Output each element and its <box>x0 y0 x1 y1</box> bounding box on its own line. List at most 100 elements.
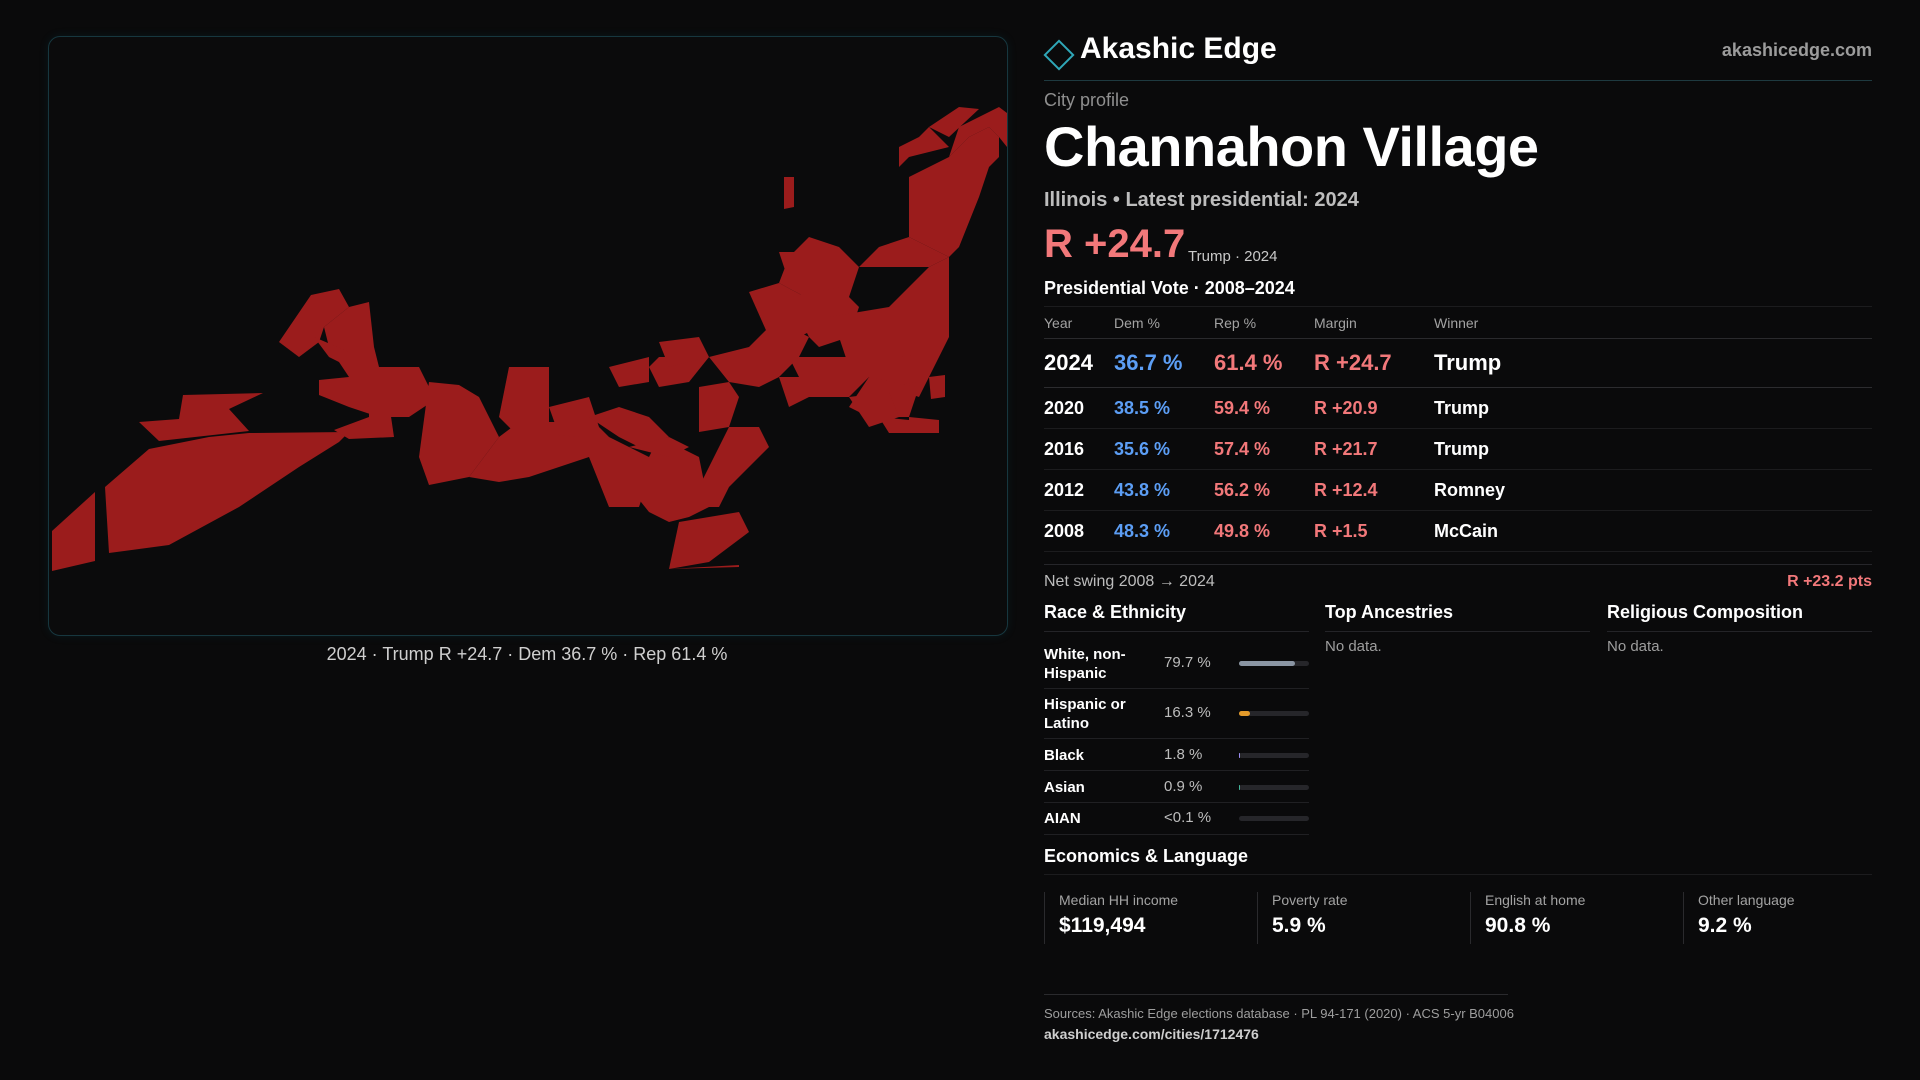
cell-margin: R +1.5 <box>1314 520 1368 541</box>
race-bar-track <box>1239 816 1309 821</box>
race-bar-fill <box>1239 711 1251 716</box>
stat-value: 90.8 % <box>1485 914 1551 937</box>
cell-winner: Trump <box>1434 397 1490 418</box>
stat-other-language: Other language 9.2 % <box>1683 892 1872 944</box>
cell-rep: 49.8 % <box>1214 520 1271 541</box>
sources-divider <box>1044 994 1508 995</box>
city-boundary <box>52 107 1007 571</box>
race-row-black: Black 1.8 % <box>1044 740 1309 771</box>
race-bar-track <box>1239 661 1309 666</box>
brand-name: Akashic Edge <box>1080 32 1277 65</box>
race-pct: <0.1 % <box>1164 809 1212 826</box>
cell-rep: 61.4 % <box>1214 350 1283 375</box>
boundary-map[interactable] <box>49 37 1007 635</box>
cell-margin: R +20.9 <box>1314 397 1378 418</box>
race-row-aian: AIAN <0.1 % <box>1044 804 1309 835</box>
cell-margin: R +24.7 <box>1314 350 1392 375</box>
race-label: AIAN <box>1044 810 1081 827</box>
net-swing-label: Net swing 2008 → 2024 <box>1044 573 1215 590</box>
page-title: Channahon Village <box>1044 115 1539 178</box>
cell-margin: R +21.7 <box>1314 438 1378 459</box>
profile-label: City profile <box>1044 90 1130 110</box>
map-panel[interactable] <box>48 36 1008 636</box>
cell-dem: 36.7 % <box>1114 350 1183 375</box>
stat-median-income: Median HH income $119,494 <box>1044 892 1257 944</box>
stat-english-at-home: English at home 90.8 % <box>1470 892 1683 944</box>
cell-year: 2024 <box>1044 350 1093 375</box>
brand-url-link[interactable]: akashicedge.com <box>1721 40 1872 60</box>
race-pct: 0.9 % <box>1164 778 1203 795</box>
ancestries-empty: No data. <box>1325 638 1382 655</box>
race-pct: 16.3 % <box>1164 704 1211 721</box>
column-header-winner: Winner <box>1434 314 1479 331</box>
vote-table-header: Year Dem % Rep % Margin Winner <box>1044 306 1872 339</box>
cell-winner: Trump <box>1434 350 1502 375</box>
religion-heading: Religious Composition <box>1607 602 1872 632</box>
cell-dem: 48.3 % <box>1114 520 1171 541</box>
cell-winner: McCain <box>1434 520 1499 541</box>
cell-winner: Trump <box>1434 438 1490 459</box>
race-label: Asian <box>1044 779 1085 796</box>
net-swing-row: Net swing 2008 → 2024 R +23.2 pts <box>1044 564 1872 601</box>
cell-dem: 43.8 % <box>1114 479 1171 500</box>
cell-year: 2020 <box>1044 397 1085 418</box>
vote-table: Year Dem % Rep % Margin Winner 2024 36.7… <box>1044 306 1872 552</box>
stat-value: 5.9 % <box>1272 914 1326 937</box>
race-row-asian: Asian 0.9 % <box>1044 772 1309 803</box>
race-pct: 79.7 % <box>1164 654 1211 671</box>
cell-rep: 59.4 % <box>1214 397 1271 418</box>
race-label: Black <box>1044 747 1085 764</box>
race-row-hispanic: Hispanic or Latino 16.3 % <box>1044 690 1309 739</box>
vote-table-heading: Presidential Vote · 2008–2024 <box>1044 278 1295 298</box>
race-label: White, non-Hispanic <box>1044 646 1126 682</box>
race-heading: Race & Ethnicity <box>1044 602 1309 632</box>
stat-value: 9.2 % <box>1698 914 1752 937</box>
brand-header: Akashic Edge akashicedge.com <box>1043 30 1872 81</box>
column-header-margin: Margin <box>1314 314 1357 331</box>
column-header-dem: Dem % <box>1114 314 1160 331</box>
race-bar-fill <box>1239 753 1241 758</box>
source-url-link[interactable]: akashicedge.com/cities/1712476 <box>1044 1026 1259 1042</box>
table-row: 2020 38.5 % 59.4 % R +20.9 Trump <box>1044 388 1872 429</box>
cell-dem: 35.6 % <box>1114 438 1171 459</box>
map-caption: 2024 · Trump R +24.7 · Dem 36.7 % · Rep … <box>326 644 728 664</box>
sources-text: Sources: Akashic Edge elections database… <box>1044 1006 1514 1021</box>
stat-poverty-rate: Poverty rate 5.9 % <box>1257 892 1470 944</box>
table-row: 2016 35.6 % 57.4 % R +21.7 Trump <box>1044 429 1872 470</box>
cell-year: 2012 <box>1044 479 1085 500</box>
race-bar-fill <box>1239 661 1295 666</box>
cell-rep: 57.4 % <box>1214 438 1271 459</box>
latest-margin-note: Trump · 2024 <box>1188 248 1278 265</box>
page-subtitle: Illinois • Latest presidential: 2024 <box>1044 189 1359 211</box>
religion-empty: No data. <box>1607 638 1664 655</box>
ancestries-heading: Top Ancestries <box>1325 602 1590 632</box>
cell-dem: 38.5 % <box>1114 397 1171 418</box>
race-bar-track <box>1239 753 1309 758</box>
cell-margin: R +12.4 <box>1314 479 1378 500</box>
economics-divider <box>1044 874 1872 875</box>
race-pct: 1.8 % <box>1164 746 1203 763</box>
economics-heading: Economics & Language <box>1044 846 1249 866</box>
stat-label: English at home <box>1485 892 1586 908</box>
race-bar-track <box>1239 711 1309 716</box>
stat-value: $119,494 <box>1059 914 1146 937</box>
latest-margin: R +24.7 <box>1044 222 1186 266</box>
table-row: 2024 36.7 % 61.4 % R +24.7 Trump <box>1044 339 1872 388</box>
race-bar-fill <box>1239 785 1241 790</box>
cell-winner: Romney <box>1434 479 1506 500</box>
cell-year: 2016 <box>1044 438 1085 459</box>
diamond-logo-icon <box>1043 39 1075 71</box>
stat-label: Median HH income <box>1059 892 1179 908</box>
stat-label: Other language <box>1698 892 1795 908</box>
race-row-white: White, non-Hispanic 79.7 % <box>1044 640 1309 689</box>
race-label: Hispanic or Latino <box>1044 696 1126 732</box>
stat-label: Poverty rate <box>1272 892 1348 908</box>
net-swing-value: R +23.2 pts <box>1787 573 1872 590</box>
column-header-year: Year <box>1044 314 1073 331</box>
cell-year: 2008 <box>1044 520 1085 541</box>
cell-rep: 56.2 % <box>1214 479 1271 500</box>
table-row: 2012 43.8 % 56.2 % R +12.4 Romney <box>1044 470 1872 511</box>
column-header-rep: Rep % <box>1214 314 1257 331</box>
race-bar-track <box>1239 785 1309 790</box>
table-row: 2008 48.3 % 49.8 % R +1.5 McCain <box>1044 511 1872 552</box>
